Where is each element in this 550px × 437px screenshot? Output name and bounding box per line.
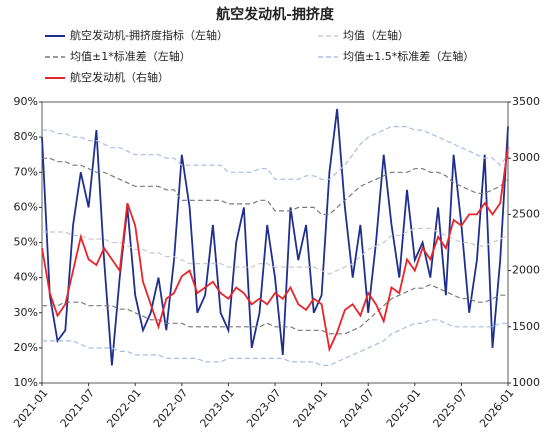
y-tick-label: 50%	[14, 236, 38, 249]
y-tick-label: 80%	[14, 130, 38, 143]
series-line	[42, 283, 508, 335]
y2-tick-label: 2000	[512, 264, 540, 277]
series-line	[41, 108, 509, 366]
chart-title: 航空发动机-拥挤度	[216, 6, 335, 23]
series-line	[42, 227, 509, 275]
y2-tick-label: 3500	[512, 95, 540, 108]
legend-label: 均值±1.5*标准差（左轴）	[343, 49, 474, 63]
x-tick-label: 2023-07	[244, 387, 284, 431]
y-tick-label: 60%	[14, 200, 38, 213]
x-tick-label: 2021-01	[11, 387, 51, 431]
x-tick-label: 2023-01	[197, 387, 237, 431]
legend-label: 均值±1*标准差（左轴）	[70, 49, 191, 63]
x-tick-label: 2024-07	[337, 387, 377, 431]
x-tick-label: 2026-01	[477, 387, 517, 431]
y-tick-label: 10%	[14, 376, 38, 389]
x-tick-label: 2024-01	[291, 387, 331, 431]
series-line	[42, 126, 509, 180]
y2-tick-label: 2500	[512, 207, 540, 220]
y-tick-label: 70%	[14, 165, 38, 178]
y2-tick-label: 1000	[512, 376, 540, 389]
y-tick-label: 20%	[14, 341, 38, 354]
legend-label: 均值（左轴）	[343, 28, 409, 42]
y-tick-label: 90%	[14, 95, 38, 108]
y-tick-label: 40%	[14, 271, 38, 284]
series-line	[42, 157, 509, 215]
legend-label: 航空发动机-拥挤度指标（左轴）	[70, 28, 228, 42]
x-tick-label: 2025-07	[430, 387, 470, 431]
y2-tick-label: 1500	[512, 320, 540, 333]
y-tick-label: 30%	[14, 306, 38, 319]
series-line	[41, 146, 509, 353]
x-tick-label: 2022-01	[104, 387, 144, 431]
x-tick-label: 2021-07	[58, 387, 98, 431]
y2-tick-label: 3000	[512, 151, 540, 164]
legend-label: 航空发动机（右轴）	[70, 70, 169, 84]
x-tick-label: 2025-01	[384, 387, 424, 431]
x-tick-label: 2022-07	[151, 387, 191, 431]
